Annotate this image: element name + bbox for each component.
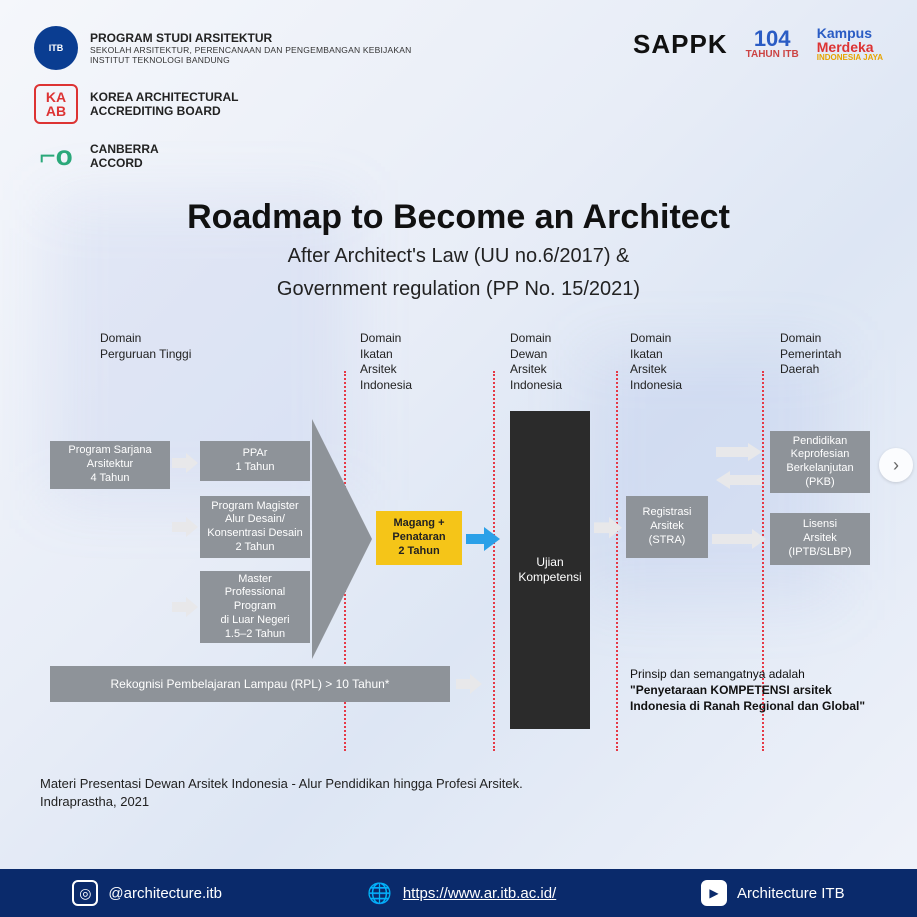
tahun-itb-logo: 104 TAHUN ITB: [746, 28, 799, 60]
principle-note: Prinsip dan semangatnya adalah "Penyetar…: [630, 666, 870, 715]
subtitle-1: After Architect's Law (UU no.6/2017) &: [0, 243, 917, 270]
website-url: https://www.ar.itb.ac.id/: [403, 885, 556, 902]
canberra-text: CANBERRA ACCORD: [90, 142, 159, 170]
row-canberra: ⌐о CANBERRA ACCORD: [34, 138, 411, 174]
note-bold: "Penyetaraan KOMPETENSI arsitek Indonesi…: [630, 683, 865, 713]
header: ITB PROGRAM STUDI ARSITEKTUR SEKOLAH ARS…: [0, 0, 917, 184]
box-pkb: Pendidikan Keprofesian Berkelanjutan (PK…: [770, 431, 870, 493]
box-master: Master Professional Program di Luar Nege…: [200, 571, 310, 643]
arrow-icon: [172, 453, 198, 473]
ig-handle: @architecture.itb: [108, 885, 222, 902]
box-ujian: Ujian Kompetensi: [510, 411, 590, 729]
kampus-merdeka-logo: Kampus Merdeka INDONESIA JAYA: [817, 26, 883, 62]
prog-text: PROGRAM STUDI ARSITEKTUR SEKOLAH ARSITEK…: [90, 31, 411, 65]
note-pre: Prinsip dan semangatnya adalah: [630, 667, 805, 681]
main-title: Roadmap to Become an Architect: [0, 198, 917, 237]
box-rpl: Rekognisi Pembelajaran Lampau (RPL) > 10…: [50, 666, 450, 702]
canberra-logo-icon: ⌐о: [34, 138, 78, 174]
footer-bar: ◎ @architecture.itb 🌐 https://www.ar.itb…: [0, 869, 917, 917]
domain-label: Domain Pemerintah Daerah: [780, 331, 841, 378]
domain-label: Domain Ikatan Arsitek Indonesia: [360, 331, 412, 393]
header-left: ITB PROGRAM STUDI ARSITEKTUR SEKOLAH ARS…: [34, 26, 411, 174]
footer-instagram[interactable]: ◎ @architecture.itb: [72, 880, 222, 906]
footer-youtube[interactable]: ▶ Architecture ITB: [701, 880, 845, 906]
box-stra: Registrasi Arsitek (STRA): [626, 496, 708, 558]
arrow-icon: [172, 517, 198, 537]
box-magang: Magang + Penataran 2 Tahun: [376, 511, 462, 565]
globe-icon: 🌐: [367, 880, 393, 906]
sappk-logo: SAPPK: [633, 29, 728, 60]
domain-divider: [493, 371, 495, 751]
prog-sub1: SEKOLAH ARSITEKTUR, PERENCANAAN DAN PENG…: [90, 45, 411, 55]
kaab-logo-icon: KA AB: [34, 84, 78, 124]
title-block: Roadmap to Become an Architect After Arc…: [0, 198, 917, 303]
prog-sub2: INSTITUT TEKNOLOGI BANDUNG: [90, 55, 411, 65]
box-ppar: PPAr 1 Tahun: [200, 441, 310, 481]
funnel-triangle-icon: [312, 419, 372, 659]
itb-logo-icon: ITB: [34, 26, 78, 70]
canberra-l2: ACCORD: [90, 156, 159, 170]
domain-label: Domain Dewan Arsitek Indonesia: [510, 331, 562, 393]
instagram-icon: ◎: [72, 880, 98, 906]
box-sarjana: Program Sarjana Arsitektur 4 Tahun: [50, 441, 170, 489]
canberra-l1: CANBERRA: [90, 142, 159, 156]
arrow-blue-icon: [466, 527, 500, 551]
arrow-icon: [712, 529, 766, 549]
domain-divider: [616, 371, 618, 751]
citation-l1: Materi Presentasi Dewan Arsitek Indonesi…: [40, 775, 877, 793]
box-magister: Program Magister Alur Desain/ Konsentras…: [200, 496, 310, 558]
row-kaab: KA AB KOREA ARCHITECTURAL ACCREDITING BO…: [34, 84, 411, 124]
play-icon: ▶: [701, 880, 727, 906]
yt-name: Architecture ITB: [737, 885, 845, 902]
footer-website[interactable]: 🌐 https://www.ar.itb.ac.id/: [367, 880, 556, 906]
flowchart: Domain Perguruan Tinggi Domain Ikatan Ar…: [40, 331, 877, 771]
domain-label: Domain Perguruan Tinggi: [100, 331, 191, 362]
next-chevron-icon[interactable]: ›: [879, 448, 913, 482]
citation: Materi Presentasi Dewan Arsitek Indonesi…: [40, 775, 877, 810]
arrow-icon: [456, 674, 482, 694]
kaab-l2: ACCREDITING BOARD: [90, 104, 238, 118]
row-itb: ITB PROGRAM STUDI ARSITEKTUR SEKOLAH ARS…: [34, 26, 411, 70]
prog-title: PROGRAM STUDI ARSITEKTUR: [90, 31, 411, 45]
header-right: SAPPK 104 TAHUN ITB Kampus Merdeka INDON…: [633, 26, 883, 62]
subtitle-2: Government regulation (PP No. 15/2021): [0, 276, 917, 303]
citation-l2: Indraprastha, 2021: [40, 793, 877, 811]
box-lisensi: Lisensi Arsitek (IPTB/SLBP): [770, 513, 870, 565]
kaab-text: KOREA ARCHITECTURAL ACCREDITING BOARD: [90, 90, 238, 118]
arrow-icon: [716, 471, 762, 489]
arrow-icon: [716, 443, 762, 461]
domain-label: Domain Ikatan Arsitek Indonesia: [630, 331, 682, 393]
arrow-icon: [172, 597, 198, 617]
kaab-l1: KOREA ARCHITECTURAL: [90, 90, 238, 104]
